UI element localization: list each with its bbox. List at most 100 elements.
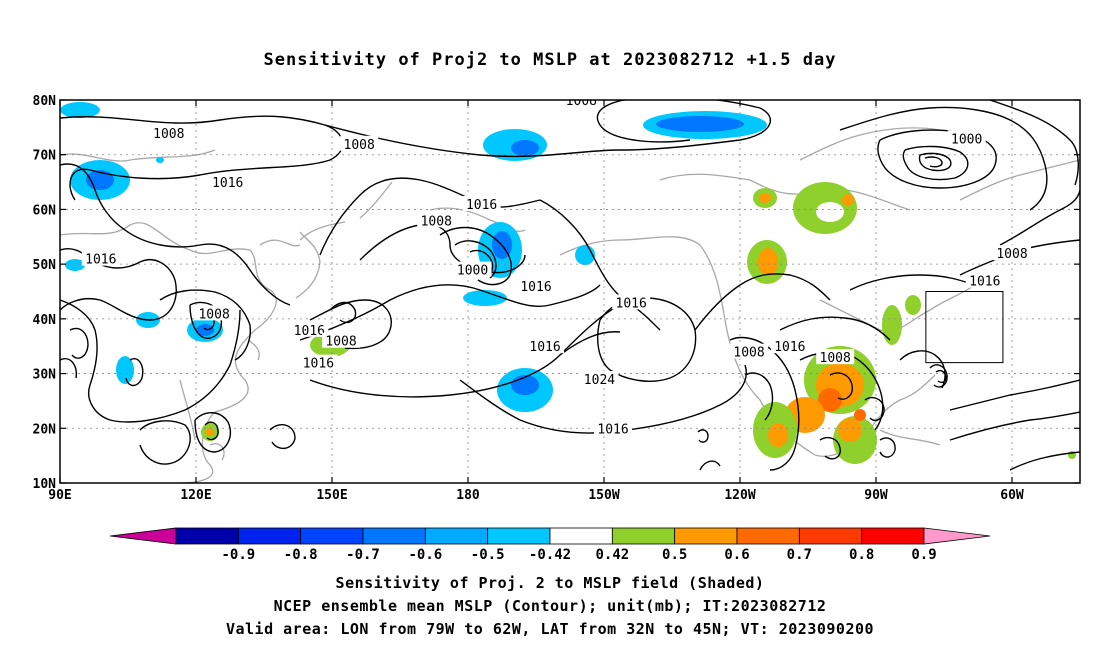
x-tick-label: 180 xyxy=(456,488,480,503)
colorbar-label: -0.7 xyxy=(346,547,380,563)
contour-label-bg xyxy=(208,174,247,190)
contour-label-bg xyxy=(149,124,188,140)
contour-label: 1016 xyxy=(294,324,325,339)
caption-valid-area: Valid area: LON from 79W to 62W, LAT fro… xyxy=(225,620,875,638)
colorbar-label: -0.9 xyxy=(221,547,255,563)
colorbar-segment xyxy=(549,527,613,545)
contour-label-bg xyxy=(517,278,555,294)
contour-label: 1016 xyxy=(520,280,551,295)
axes: 90E 120E 150E 180 150W 120W 90W 60W 10N 20N 30N 40N… xyxy=(33,94,1080,503)
y-tick-label: 50N xyxy=(33,258,57,273)
x-tick-label: 150E xyxy=(316,488,347,503)
colorbar-label: 0.7 xyxy=(787,547,812,563)
chart-title: Sensitivity of Proj2 to MSLP at 20230827… xyxy=(263,50,837,70)
colorbar-label: -0.5 xyxy=(471,547,505,563)
contour-label-bg xyxy=(417,212,456,228)
contour-label-bg xyxy=(580,371,619,387)
colorbar-segment xyxy=(611,527,676,545)
contour-label-bg xyxy=(947,130,986,146)
valid-area-box xyxy=(925,291,1004,364)
colorbar-segment xyxy=(362,527,426,545)
contour-label-bg xyxy=(81,250,120,266)
contour-label-bg xyxy=(594,420,633,436)
contour-label-bg xyxy=(340,135,379,151)
contour-label: 1024 xyxy=(584,373,615,388)
y-tick-label: 80N xyxy=(33,94,57,109)
contour-label-bg xyxy=(299,354,338,370)
y-tick-label: 20N xyxy=(33,422,57,437)
contour-label: 1016 xyxy=(212,176,243,191)
contour-label-bg xyxy=(993,245,1031,261)
contour-label-bg xyxy=(770,338,809,354)
colorbar-label: -0.8 xyxy=(284,547,318,563)
x-tick-label: 90W xyxy=(864,488,888,503)
colorbar-label: -0.42 xyxy=(529,547,571,563)
contour-label-bg xyxy=(290,321,329,337)
colorbar-low-triangle xyxy=(109,527,177,545)
colorbar: -0.9 -0.8 -0.7 -0.6 -0.5 -0.42 0.42 0.5 0.6 0.7 0.… xyxy=(109,527,991,563)
x-tick-label: 120E xyxy=(180,488,211,503)
colorbar-segment xyxy=(798,527,863,545)
contour-label: 1008 xyxy=(198,307,229,322)
colorbar-high-triangle xyxy=(923,527,991,545)
contour-label-bg xyxy=(453,261,492,277)
map-layer: 1008100810161016100810161008101610081016… xyxy=(60,94,1080,483)
x-tick-label: 60W xyxy=(1000,488,1024,503)
contour-label: 1008 xyxy=(421,214,452,229)
map-frame xyxy=(59,99,1081,484)
caption-shading: Sensitivity of Proj. 2 to MSLP field (Sh… xyxy=(335,574,765,592)
colorbar-label: 0.6 xyxy=(724,547,749,563)
contour-label-bg xyxy=(612,294,651,310)
colorbar-segment xyxy=(487,527,551,545)
x-tick-label: 150W xyxy=(588,488,619,503)
contour-label: 1016 xyxy=(85,253,116,268)
colorbar-segment xyxy=(861,527,925,545)
y-tick-label: 40N xyxy=(33,313,57,328)
contour-label: 1016 xyxy=(303,357,334,372)
y-tick-label: 70N xyxy=(33,149,57,164)
contour-label: 1016 xyxy=(616,296,647,311)
colorbar-label: 0.5 xyxy=(662,547,687,563)
contour-label-bg xyxy=(816,349,855,365)
contour-label: 1000 xyxy=(951,132,982,147)
contour-label-bg xyxy=(562,100,601,107)
colorbar-segment xyxy=(736,527,800,545)
contour-label: 1016 xyxy=(529,340,560,355)
coastlines xyxy=(60,127,1080,483)
colorbar-label: -0.6 xyxy=(408,547,442,563)
contour-label-bg xyxy=(965,272,1004,288)
contour-label: 1008 xyxy=(325,335,356,350)
contour-label: 1008 xyxy=(153,127,184,142)
x-tick-label: 90E xyxy=(48,488,71,503)
contour-label: 1016 xyxy=(774,340,805,355)
colorbar-segment xyxy=(424,527,489,545)
contour-label: 1008 xyxy=(566,94,597,109)
y-tick-label: 30N xyxy=(33,368,57,383)
sensitivity-shading xyxy=(60,102,1076,464)
contour-labels: 1008100810161016100810161008101610081016… xyxy=(81,94,1031,437)
contour-label-bg xyxy=(462,195,501,211)
contour-label: 1016 xyxy=(597,422,628,437)
y-tick-label: 60N xyxy=(33,203,57,218)
colorbar-segment xyxy=(674,527,738,545)
contour-label: 1008 xyxy=(996,247,1027,262)
contour-label: 1008 xyxy=(820,351,851,366)
contour-label-bg xyxy=(322,332,361,348)
mslp-contours xyxy=(60,100,1080,471)
colorbar-segment xyxy=(237,527,302,545)
contour-label: 1016 xyxy=(466,198,497,213)
contour-label: 1008 xyxy=(344,138,375,153)
y-tick-label: 10N xyxy=(33,477,57,492)
colorbar-label: 0.9 xyxy=(911,547,936,563)
colorbar-label: 0.42 xyxy=(595,547,629,563)
contour-label: 1016 xyxy=(969,275,1000,290)
contour-label-bg xyxy=(195,305,234,321)
contour-label-bg xyxy=(730,343,769,359)
colorbar-segment xyxy=(175,527,239,545)
contour-label: 1008 xyxy=(733,346,764,361)
contour-label: 1000 xyxy=(457,264,488,279)
x-tick-label: 120W xyxy=(724,488,755,503)
colorbar-segment xyxy=(300,527,364,545)
colorbar-label: 0.8 xyxy=(849,547,874,563)
